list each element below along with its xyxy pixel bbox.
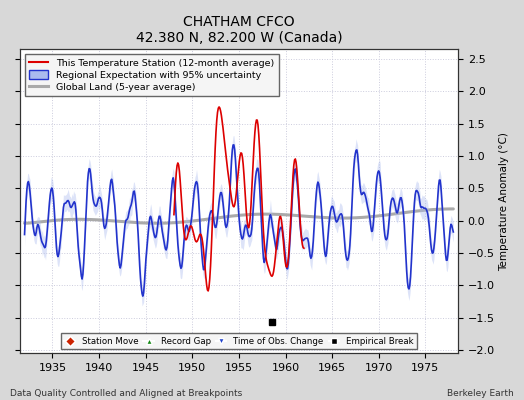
Legend: Station Move, Record Gap, Time of Obs. Change, Empirical Break: Station Move, Record Gap, Time of Obs. C… <box>61 333 417 349</box>
Y-axis label: Temperature Anomaly (°C): Temperature Anomaly (°C) <box>499 132 509 271</box>
Text: Berkeley Earth: Berkeley Earth <box>447 389 514 398</box>
Title: CHATHAM CFCO
42.380 N, 82.200 W (Canada): CHATHAM CFCO 42.380 N, 82.200 W (Canada) <box>136 15 342 45</box>
Text: Data Quality Controlled and Aligned at Breakpoints: Data Quality Controlled and Aligned at B… <box>10 389 243 398</box>
